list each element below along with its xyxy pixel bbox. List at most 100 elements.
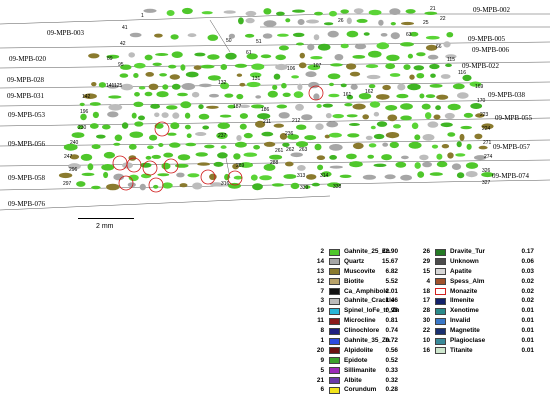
mineral-particle [352, 55, 366, 59]
mineral-particle [224, 93, 234, 98]
mineral-particle [187, 33, 197, 38]
mineral-particle [106, 54, 120, 59]
mineral-particle [235, 141, 247, 148]
legend-mineral-name: Albite [344, 376, 362, 384]
mineral-particle [187, 173, 200, 178]
mineral-legend-right: 26 Dravite_Tur 0.17 29 Unknown 0.06 15 Apatite 0… [412, 248, 534, 357]
mineral-particle [200, 64, 215, 69]
legend-swatch [435, 307, 446, 315]
legend-mineral-name: Invalid [450, 317, 471, 325]
legend-row: 20 Alpidolite 0.56 [306, 347, 398, 357]
mineral-particle [328, 132, 342, 138]
mineral-particle [376, 121, 388, 127]
particle-number: 240 [70, 140, 79, 146]
mineral-particle [68, 163, 81, 170]
mineral-particle [273, 73, 281, 80]
legend-row: 17 Ilmenite 0.02 [412, 297, 534, 307]
mineral-particle [96, 134, 106, 139]
mineral-particle [427, 121, 439, 128]
mineral-particle [328, 93, 340, 98]
mineral-particle [271, 183, 284, 187]
mineral-particle [129, 131, 144, 138]
mineral-particle [88, 53, 100, 59]
mineral-particle [376, 42, 390, 50]
mineral-particle [395, 161, 407, 168]
mineral-particle [329, 165, 343, 169]
mineral-particle [340, 83, 347, 88]
legend-mineral-name: Spess_Alm [450, 277, 485, 285]
mineral-particle [380, 33, 388, 37]
mineral-particle [191, 91, 200, 98]
mineral-particle [213, 161, 224, 167]
mineral-particle [175, 163, 189, 168]
legend-row: 19 Spinel_loFe_tr_Zn 0.98 [306, 307, 399, 317]
mineral-particle [409, 31, 419, 37]
particle-number: 131 [252, 76, 261, 82]
particle-number: 142 [82, 94, 91, 100]
mineral-particle [445, 63, 452, 67]
mineral-particle [306, 19, 319, 24]
sample-label: 09-MPB-005 [468, 35, 505, 43]
mineral-particle [326, 121, 339, 128]
mineral-particle [425, 94, 436, 98]
row-divider [0, 61, 550, 69]
mineral-particle [376, 94, 390, 100]
particle-number: 25 [423, 20, 429, 26]
legend-swatch [435, 288, 446, 296]
mineral-particle [313, 34, 320, 41]
legend-mineral-name: Gahnite_25_Zn [344, 248, 390, 255]
mineral-particle [433, 114, 441, 120]
mineral-particle [346, 30, 359, 38]
legend-row: 6 Corundum 0.28 [306, 386, 398, 396]
mineral-particle [340, 43, 349, 49]
particle-number: 296 [69, 167, 78, 173]
legend-swatch [329, 317, 340, 325]
mineral-particle [295, 141, 309, 148]
legend-code: 29 [422, 257, 430, 265]
mineral-particle [346, 63, 357, 70]
mineral-particle [138, 86, 146, 90]
highlight-circle [154, 121, 170, 137]
mineral-particle [329, 144, 343, 151]
mineral-particle [348, 123, 360, 126]
particle-number: 212 [292, 118, 301, 124]
mineral-particle [220, 64, 228, 70]
legend-row: 11 Microcline 0.81 [306, 317, 398, 327]
mineral-particle [108, 95, 122, 99]
mineral-particle [134, 92, 140, 97]
mineral-particle [349, 71, 361, 77]
mineral-particle [298, 62, 307, 69]
mineral-particle [285, 18, 291, 23]
legend-swatch [435, 327, 446, 335]
mineral-particle [140, 173, 152, 179]
mineral-particle [436, 161, 448, 168]
particle-number: 237 [218, 133, 227, 139]
legend-code: 6 [320, 386, 324, 394]
legend-percent: 0.52 [385, 356, 398, 364]
mineral-particle [207, 34, 219, 41]
mineral-particle [305, 71, 317, 78]
mineral-particle [69, 154, 80, 160]
legend-row: 5 Sillimanite 0.33 [306, 367, 398, 377]
mineral-particle [285, 161, 294, 167]
mineral-particle [145, 72, 154, 77]
mineral-particle [421, 103, 431, 110]
mineral-particle [227, 104, 236, 109]
legend-row: 21 Albite 0.32 [306, 377, 398, 387]
mineral-particle [422, 134, 435, 141]
legend-row: 12 Biotite 5.52 [306, 278, 398, 288]
mineral-particle [223, 10, 236, 14]
mineral-particle [193, 65, 202, 70]
legend-swatch [329, 297, 340, 305]
mineral-particle [269, 154, 283, 160]
mineral-particle [325, 113, 332, 119]
mineral-particle [245, 17, 255, 24]
legend-mineral-name: Quartz [344, 257, 365, 265]
mineral-particle [77, 125, 84, 130]
particle-number: 115 [447, 57, 455, 63]
mineral-particle [184, 124, 191, 130]
particle-number: 170 [477, 98, 486, 104]
mineral-legend-left: 2 Gahnite_25_Zn 62.90 14 Quartz 15.67 13 Muscov… [306, 248, 399, 396]
particle-number: 230 [78, 125, 87, 131]
mineral-particle [368, 84, 376, 89]
